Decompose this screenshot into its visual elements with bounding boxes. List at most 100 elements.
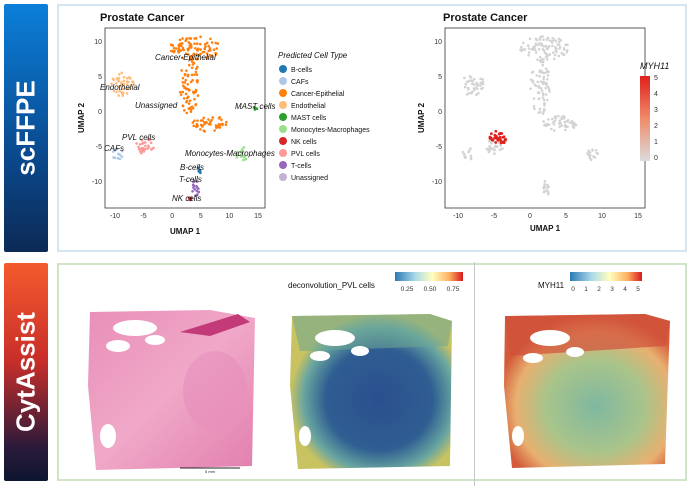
umap-left-cell — [236, 153, 239, 157]
colorbar-tick: 1 — [654, 139, 658, 146]
umap-left-cell — [242, 146, 246, 149]
legend-swatch — [279, 137, 287, 145]
umap-left-cell — [212, 48, 216, 52]
umap-right-cell — [469, 154, 473, 158]
umap-right-cell — [564, 128, 567, 132]
umap-left-cell — [120, 71, 124, 75]
umap-right-high-cell — [489, 132, 493, 136]
umap-right-cell — [464, 156, 467, 159]
umap-left-cell — [178, 90, 182, 94]
umap-right-cell — [573, 122, 576, 125]
umap-left-cell — [241, 147, 244, 151]
axis-tick-label: 10 — [94, 39, 102, 46]
umap-left-cell — [140, 149, 143, 153]
umap-left-cell — [209, 37, 212, 41]
umap-right-cell — [532, 46, 536, 49]
umap-right-cell — [546, 70, 549, 74]
umap-right-cell — [540, 89, 544, 92]
umap-right-cell — [527, 53, 530, 57]
legend-label: Unassigned — [291, 175, 328, 182]
umap-right-cell — [540, 43, 543, 47]
legend-label: T-cells — [291, 163, 312, 170]
umap-right-cell — [593, 156, 597, 159]
umap-left-cell — [196, 94, 200, 97]
umap-left-cell — [199, 52, 202, 56]
umap-right-cell — [537, 85, 541, 88]
umap-left-cell — [143, 147, 147, 151]
umap-left-cell — [193, 73, 196, 76]
umap-right-cell — [594, 149, 598, 152]
umap-right-cell — [464, 82, 468, 86]
colorbar-tick: 4 — [623, 286, 627, 293]
umap-right-cell — [553, 115, 557, 119]
cytassist-label-text: CytAssist — [10, 312, 41, 432]
umap-left-cell — [196, 65, 199, 69]
umap-left-cell — [183, 86, 186, 90]
umap-left-title: Prostate Cancer — [100, 12, 185, 24]
umap-right-cell — [553, 119, 557, 123]
umap-left-cell — [216, 42, 220, 45]
umap-left-cell — [137, 147, 141, 151]
umap-right-cell — [479, 77, 482, 81]
legend-label: B-cells — [291, 67, 313, 74]
umap-right-cell — [545, 77, 549, 81]
umap-right-cell — [543, 71, 547, 75]
umap-left-cell — [117, 76, 121, 80]
umap-left-cell — [181, 76, 185, 80]
umap-left-cell — [214, 41, 218, 45]
umap-right-cell — [564, 43, 567, 47]
axis-tick-label: 15 — [254, 213, 262, 220]
umap-right-cell — [541, 63, 545, 67]
umap-right-cell — [481, 78, 485, 81]
umap-right-cells — [461, 35, 600, 196]
he-scale-label: 5 mm — [205, 469, 216, 474]
umap-right-cell — [523, 48, 527, 51]
umap-right-cell — [538, 107, 542, 111]
scffpe-label-text: scFFPE — [10, 80, 41, 176]
umap-right-cell — [476, 87, 479, 90]
axis-tick-label: 10 — [226, 213, 234, 220]
umap-right-cell — [543, 101, 546, 105]
umap-left-cell — [192, 53, 195, 57]
umap-right-cell — [488, 148, 492, 152]
umap-right-cell — [557, 37, 561, 41]
umap-left-cell — [215, 47, 219, 50]
umap-left-cell — [112, 150, 115, 153]
umap-right-cell — [497, 141, 501, 145]
he-tissue-image — [88, 310, 255, 470]
umap-right-cell — [545, 58, 549, 61]
umap-right-cell — [541, 60, 545, 64]
umap-left-cell — [187, 196, 191, 199]
colorbar-tick: 3 — [654, 107, 658, 114]
umap-left-cell — [252, 106, 256, 109]
umap-left-cell — [192, 124, 196, 128]
umap-left-cell — [198, 42, 202, 46]
legend-swatch — [279, 125, 287, 133]
umap-left-cell — [192, 179, 196, 183]
umap-right-cell — [472, 87, 476, 90]
umap-left-cell — [122, 75, 126, 79]
umap-right-cell — [461, 150, 465, 154]
myh11-spatial-title: MYH11 — [538, 281, 565, 290]
umap-left-cell — [194, 47, 197, 50]
umap-right-cell — [547, 123, 551, 126]
umap-right-cell — [560, 51, 564, 55]
umap-right-cell — [534, 51, 538, 54]
umap-right-cell — [536, 58, 539, 62]
axis-tick-label: -10 — [453, 213, 463, 220]
umap-right-cell — [542, 110, 545, 113]
umap-left-cell — [188, 46, 191, 50]
umap-left-cell — [211, 116, 215, 119]
umap-left-cell — [191, 189, 194, 193]
legend-label: PVL cells — [291, 151, 320, 158]
legend-swatch — [279, 149, 287, 157]
umap-left-cell — [120, 149, 124, 153]
umap-right-cell — [486, 148, 489, 151]
myh11-colorbar-ticks: 5 4 3 2 1 0 — [654, 75, 658, 162]
legend-swatch — [279, 89, 287, 97]
umap-right-cell — [542, 38, 545, 41]
umap-left-cell — [185, 69, 188, 72]
umap-right-cell — [528, 37, 532, 41]
myh11-spatial-colorbar-ticks: 0 1 2 3 4 5 — [571, 286, 640, 293]
umap-right-cell — [535, 84, 538, 88]
